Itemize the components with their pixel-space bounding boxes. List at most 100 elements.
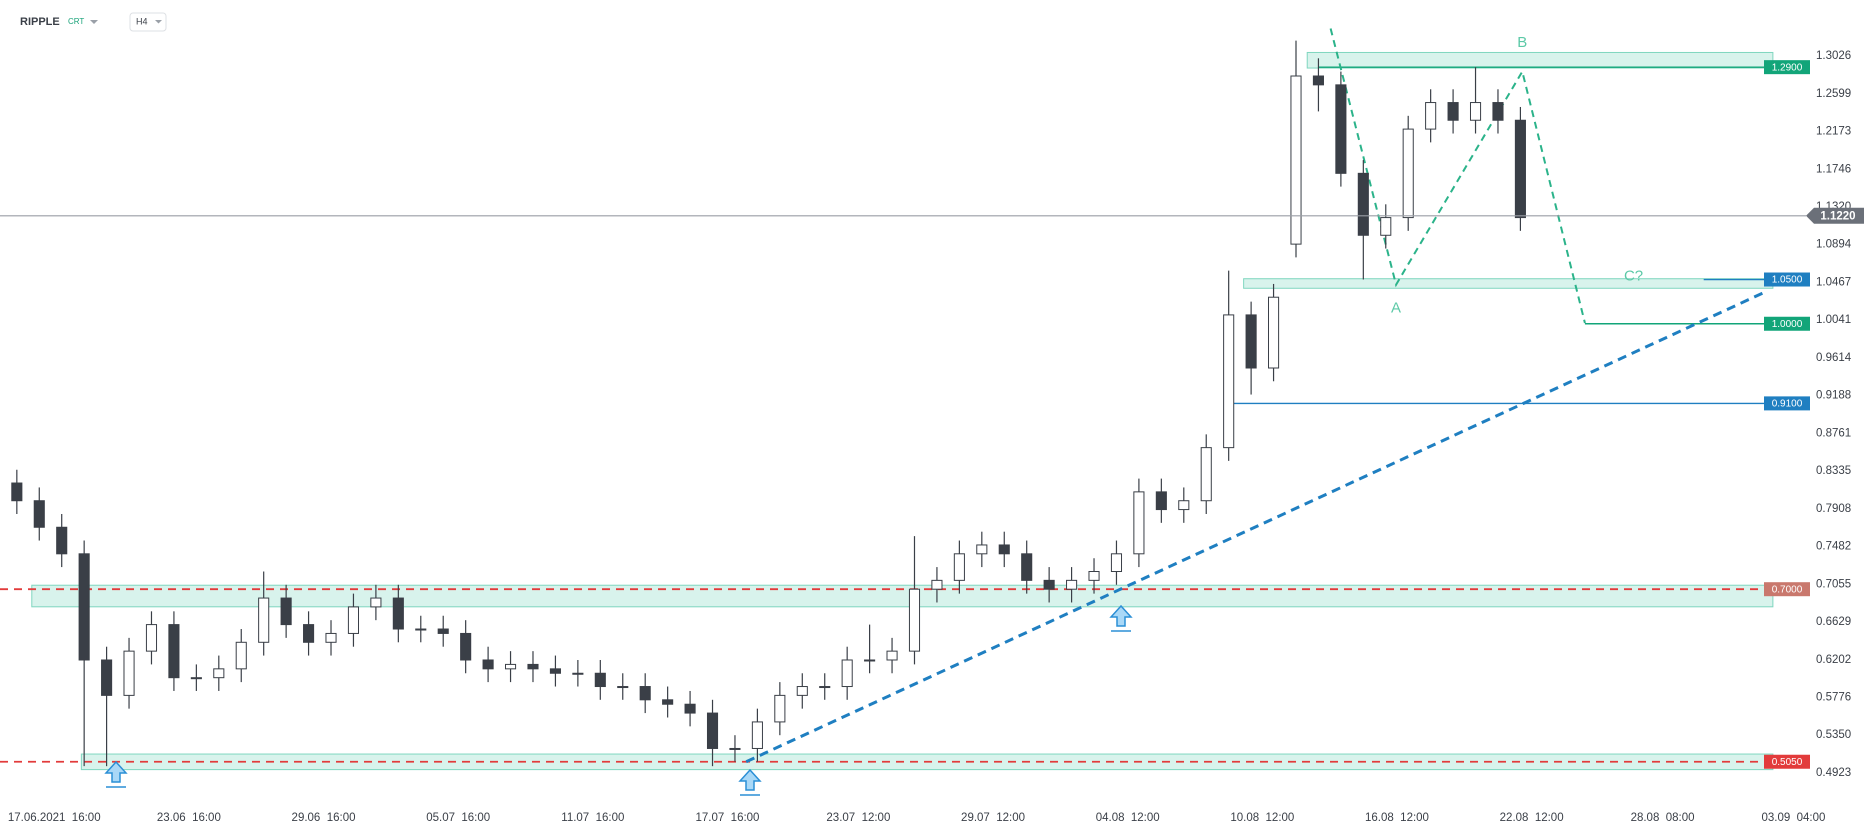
current-price-badge [1806,207,1864,224]
candle-body [1469,102,1482,121]
candle-body [1088,571,1100,581]
market-dropdown[interactable] [90,20,98,24]
candle-body [145,624,158,652]
candle-body [796,686,808,696]
candle-body [370,597,382,608]
current-price-label: 1.1220 [1820,210,1855,222]
y-tick-label: 0.5350 [1816,729,1851,741]
y-tick-label: 0.5776 [1816,692,1851,704]
candle-body [549,668,561,674]
candle-body [213,668,225,679]
candle-body [639,686,651,701]
y-tick-label: 1.0467 [1816,276,1851,288]
x-tick-label: 22.08 12:00 [1500,812,1564,824]
up-arrow [738,768,762,796]
y-tick-label: 0.7482 [1816,541,1851,553]
x-tick-label: 05.07 16:00 [426,812,490,824]
interval-dropdown [155,20,162,24]
y-tick-label: 1.2599 [1816,88,1851,100]
candle-body [706,712,719,749]
candle-body [886,650,898,661]
x-tick-label: 16.08 12:00 [1365,812,1429,824]
candle-body [347,606,360,634]
level-badge [1764,272,1810,287]
level-badge [1764,754,1810,769]
interval-button[interactable] [129,12,167,32]
y-tick-label: 1.2173 [1816,126,1851,138]
candle-body [482,659,494,670]
level-label: 1.2900 [1772,62,1803,73]
candle-body [572,672,584,675]
y-tick-label: 0.6629 [1816,616,1851,628]
y-tick-label: 0.8335 [1816,465,1851,477]
candle-body [841,659,853,688]
level-badge [1764,582,1810,597]
candle-body [1223,314,1235,449]
level-label: 1.0000 [1772,319,1803,330]
up-arrow [104,760,128,788]
abc-pattern [1329,28,1586,324]
candle-body [235,641,247,670]
level-badge [1764,316,1810,331]
candle-body [998,544,1010,555]
candle-body [123,650,135,696]
candle-body [78,553,90,661]
candle-body [1200,447,1212,502]
x-tick-label: 04.08 12:00 [1096,812,1160,824]
y-tick-label: 0.9188 [1816,390,1851,402]
candle-body [1155,491,1167,511]
candle-body [101,659,113,696]
candle-body [684,703,696,714]
candle-body [1312,75,1324,86]
level-label: 0.5050 [1772,757,1803,768]
candle-body [1021,553,1033,581]
candle-body [1043,579,1055,590]
candle-body [168,624,180,679]
y-tick-label: 0.9614 [1816,352,1852,364]
candle-body [1402,128,1414,219]
candle-body [415,628,427,631]
candle-body [908,588,921,652]
x-tick-label: 23.06 16:00 [157,812,221,824]
x-tick-label: 29.07 12:00 [961,812,1025,824]
candle-body [437,628,449,634]
candle-body [1380,217,1392,236]
candle-body [1514,119,1526,219]
candle-body [1066,579,1078,590]
candle-body [1335,84,1347,174]
candle-body [1110,553,1123,573]
level-label: 1.0500 [1772,275,1803,286]
candle-body [258,597,270,643]
candle-body [1290,75,1302,245]
pattern-label: A [1391,300,1401,317]
header: RIPPLE CRT H4 [20,12,167,32]
candle-body [504,663,517,670]
x-tick-label: 10.08 12:00 [1230,812,1294,824]
interval: H4 [136,16,148,26]
candle-body [460,632,472,661]
candle-body [617,686,629,689]
x-tick-label: 28.08 08:00 [1631,812,1695,824]
candle-body [751,721,763,749]
zone [1243,278,1774,289]
x-tick-label: 03.09 04:00 [1761,812,1825,824]
candle-body [864,659,876,662]
y-tick-label: 0.7055 [1816,578,1851,590]
candle-body [190,677,202,680]
candle-body [56,526,68,555]
candle-body [280,597,292,626]
candle-body [303,624,315,643]
candle-body [953,553,965,581]
candle-body [774,694,786,723]
signal-arrows [104,604,1133,796]
x-tick-label: 17.06.2021 16:00 [8,812,101,824]
y-tick-label: 0.4923 [1816,767,1851,779]
x-tick-label: 23.07 12:00 [826,812,890,824]
y-tick-label: 1.3026 [1816,50,1851,62]
candle-body [662,699,674,705]
candle-body [1133,491,1145,555]
candle-body [1178,500,1190,511]
candle-body [976,544,988,555]
candle-body [1268,296,1280,369]
